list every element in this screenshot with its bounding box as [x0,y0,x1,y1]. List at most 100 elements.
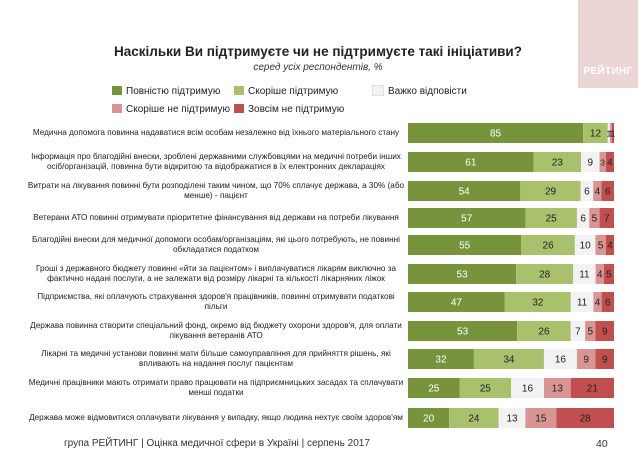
data-label: 53 [457,327,469,338]
bar-segment [574,235,596,255]
data-label: 26 [543,241,555,252]
bar-segment [511,378,544,398]
data-label: 5 [606,270,612,281]
bar-segment [449,408,499,428]
data-label: 10 [580,241,592,252]
bar-segment [543,378,571,398]
data-label: 4 [607,241,613,252]
data-label: 16 [522,384,534,395]
bar-segment [593,181,602,201]
data-label: 6 [605,298,611,309]
data-label: 4 [607,158,613,169]
data-label: 13 [552,384,564,395]
data-label: 5 [598,241,604,252]
legend-swatch [112,85,122,95]
bar-segment [589,208,600,228]
legend-item: Важко відповісти [372,84,467,98]
data-label: 9 [583,355,589,366]
bar-segment [408,152,534,172]
category-label: Держава може відмовитися оплачувати ліку… [29,413,403,422]
category-label: Інформація про благодійні внески, зробле… [31,152,401,171]
data-label: 26 [538,327,550,338]
category-label: Благодійні внески для медичної допомоги … [32,235,400,254]
data-label: 1 [611,129,616,139]
category-label: Держава повинна створити спеціальний фон… [30,321,402,340]
data-label: 32 [435,355,447,366]
bar-segment [576,208,590,228]
bar-segment [605,152,614,172]
bar-segment [408,235,522,255]
data-label: 1 [609,129,614,139]
bar-segment [459,378,511,398]
data-label: 6 [584,187,590,198]
bar-segment [521,235,575,255]
data-label: 4 [595,187,601,198]
bar-segment [605,235,614,255]
data-label: 20 [423,414,435,425]
data-label: 4 [595,298,601,309]
legend-label: Зовсім не підтримую [248,104,345,115]
legend-item: Скоріше не підтримую [112,103,230,116]
bar-segment [593,292,602,312]
category-label: Підприємства, які оплачують страхування … [37,292,395,311]
bar-segment [556,408,614,428]
bar-segment [609,123,612,143]
legend-item: Зовсім не підтримую [234,103,345,116]
category-label: Гроші з державного бюджету повинні «йти … [35,264,397,283]
bar-segment [570,378,614,398]
bar-segment [595,321,614,341]
data-label: 23 [552,158,564,169]
legend-item: Повністю підтримую [112,85,220,98]
chart-subtitle: серед усіх респондентів, % [253,62,383,73]
data-label: 55 [459,241,471,252]
data-label: 15 [535,414,547,425]
footer-text: група РЕЙТИНГ | Оцінка медичної сфери в … [64,438,370,449]
bar-segment [517,321,571,341]
bar-segment [595,264,604,284]
bar-segment [498,408,526,428]
data-label: 53 [456,270,468,281]
data-label: 3 [600,158,605,168]
page-number: 40 [596,438,608,450]
bar-segment [408,408,450,428]
bar-segment [581,152,600,172]
legend-swatch [372,84,384,96]
bar-segment [603,264,614,284]
category-label: Лікарні та медичні установи повинні мати… [41,349,391,368]
legend-label: Скоріше не підтримую [126,104,230,115]
data-label: 9 [602,327,608,338]
category-label: Витрати на лікування повинні бути розпод… [27,181,405,200]
bar-segment [585,321,596,341]
bar-segment [570,321,586,341]
data-label: 11 [577,298,588,309]
bar-segment [573,264,596,284]
bar-segment [520,181,581,201]
data-label: 6 [605,187,611,198]
data-label: 28 [539,270,551,281]
bar-segment [599,152,606,172]
data-label: 32 [532,298,544,309]
legend-label: Скоріше підтримую [248,86,339,97]
data-label: 7 [575,327,581,338]
bar-segment [408,349,474,369]
data-label: 7 [604,214,610,225]
data-label: 47 [451,298,463,309]
data-label: 11 [579,270,590,281]
data-label: 5 [588,327,594,338]
bar-segment [408,123,584,143]
data-label: 29 [545,187,557,198]
bar-segment [543,349,577,369]
brand-logo: РЕЙТИНГ [578,0,638,88]
data-label: 85 [490,129,502,140]
category-label: Ветерани АТО повинні отримувати пріорите… [33,213,399,222]
bar-segment [599,208,614,228]
bar-segment [473,349,544,369]
bar-segment [408,181,521,201]
data-label: 54 [459,187,471,198]
data-label: 16 [555,355,567,366]
bar-segment [408,378,460,398]
bar-segment [601,181,614,201]
data-label: 61 [465,158,477,169]
data-label: 5 [592,214,598,225]
